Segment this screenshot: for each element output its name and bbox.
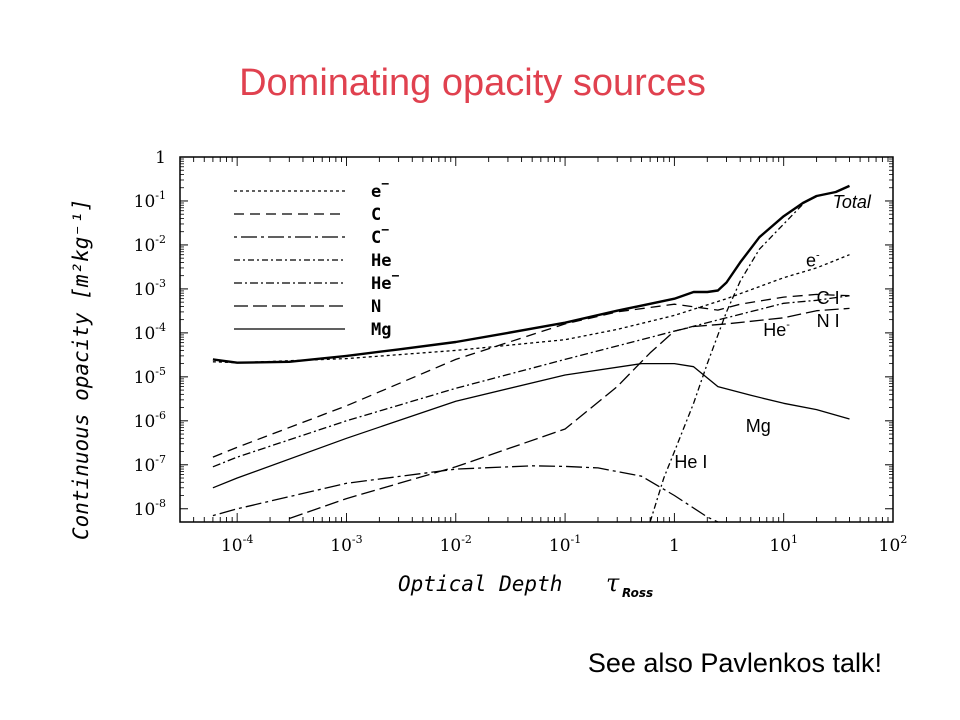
footer-note: See also Pavlenkos talk! <box>587 648 882 678</box>
y-tick-label: 10-2 <box>134 233 166 256</box>
series-line-total <box>212 184 850 364</box>
series-line-He_I <box>649 195 817 522</box>
slide-title: Dominating opacity sources <box>239 62 706 104</box>
x-axis-title: Optical Depth <box>398 572 562 596</box>
series-line-e_minus <box>212 254 850 364</box>
x-tick-label: 10-2 <box>440 533 472 556</box>
x-tick-label: 102 <box>879 533 908 556</box>
legend-label: He− <box>371 269 399 294</box>
x-axis-symbol: τ <box>606 569 620 597</box>
legend-label: e− <box>371 177 389 202</box>
annotation-CI: C I <box>817 288 840 308</box>
y-tick-label: 10-4 <box>134 321 166 344</box>
y-axis-title: Continuous opacity [m²kg⁻¹] <box>69 199 93 540</box>
annotation-total: Total <box>833 192 872 212</box>
legend-label: C− <box>371 223 389 248</box>
annotation-group: Total e- C I N I He- Mg He I <box>674 192 872 472</box>
annotation-Mg: Mg <box>746 416 771 436</box>
series-line-Mg <box>212 362 850 489</box>
x-tick-label: 10-3 <box>330 533 362 556</box>
annotation-e: e- <box>806 250 820 271</box>
legend-label: He <box>371 251 391 271</box>
series-line-C_minus <box>212 465 719 522</box>
x-tick-label: 10-4 <box>221 533 253 556</box>
x-tick-label: 101 <box>769 533 798 556</box>
x-axis-subscript: Ross <box>622 586 653 600</box>
y-tick-label: 10-6 <box>134 409 166 432</box>
y-tick-label: 10-3 <box>134 277 166 300</box>
annotation-Heminus: He- <box>763 319 790 340</box>
y-tick-label: 10-5 <box>134 365 166 388</box>
x-tick-label: 1 <box>669 536 680 556</box>
legend-label: N <box>371 297 381 317</box>
x-tick-label: 10-1 <box>549 533 581 556</box>
series-group <box>212 184 850 522</box>
series-line-He_minus <box>212 295 850 468</box>
legend-label: Mg <box>371 320 391 340</box>
y-tick-label: 1 <box>155 148 166 168</box>
y-tick-label: 10-8 <box>134 497 166 520</box>
legend-label: C <box>371 205 381 225</box>
annotation-HeI: He I <box>674 452 707 472</box>
y-tick-label: 10-1 <box>134 189 166 212</box>
tick-group: 1 10-1 10-2 10-3 10-4 10-5 10-6 10-7 10-8 10-4 10-… <box>134 148 908 556</box>
annotation-NI: N I <box>817 311 840 331</box>
y-tick-label: 10-7 <box>134 453 166 476</box>
